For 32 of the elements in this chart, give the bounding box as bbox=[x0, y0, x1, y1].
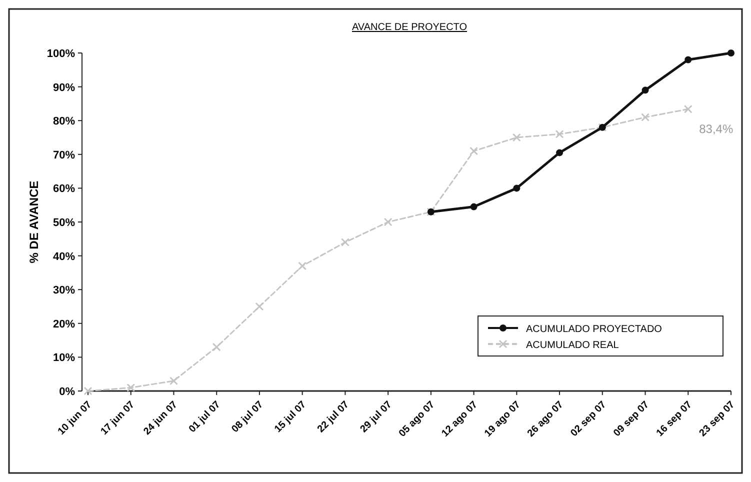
x-tick-label: 23 sep 07 bbox=[697, 399, 738, 439]
x-tick-label: 09 sep 07 bbox=[612, 399, 652, 439]
y-tick-label: 40% bbox=[52, 250, 76, 263]
legend-label: ACUMULADO REAL bbox=[526, 340, 620, 351]
x-tick-label: 22 jul 07 bbox=[316, 399, 352, 436]
y-tick-label: 0% bbox=[59, 386, 76, 398]
y-tick-label: 30% bbox=[52, 284, 76, 297]
x-tick-label: 10 jun 07 bbox=[56, 399, 94, 438]
y-tick-label: 100% bbox=[46, 48, 76, 60]
x-tick-label: 17 jun 07 bbox=[98, 399, 138, 438]
y-tick-label: 10% bbox=[52, 352, 76, 364]
y-axis-title: % DE AVANCE bbox=[27, 180, 41, 264]
y-tick-label: 90% bbox=[52, 82, 76, 94]
x-tick-label: 29 jul 07 bbox=[358, 399, 394, 436]
x-tick-label: 08 jul 07 bbox=[230, 399, 266, 436]
y-tick-label: 70% bbox=[52, 149, 76, 162]
x-tick-label: 19 ago 07 bbox=[482, 399, 524, 440]
x-tick-label: 16 sep 07 bbox=[654, 399, 695, 439]
x-tick-label: 26 ago 07 bbox=[526, 399, 566, 440]
x-tick-label: 01 jul 07 bbox=[187, 399, 224, 436]
x-tick-label: 12 ago 07 bbox=[440, 399, 480, 440]
x-tick-label: 24 jun 07 bbox=[142, 399, 180, 438]
y-tick-label: 80% bbox=[52, 116, 76, 128]
y-tick-label: 60% bbox=[52, 183, 76, 196]
chart-title: AVANCE DE PROYECTO bbox=[352, 22, 468, 33]
legend-label: ACUMULADO PROYECTADO bbox=[526, 324, 662, 335]
x-tick-label: 02 sep 07 bbox=[568, 399, 609, 439]
x-tick-label: 05 ago 07 bbox=[397, 399, 438, 440]
x-tick-label: 15 jul 07 bbox=[272, 399, 309, 436]
annotation: 83,4% bbox=[699, 122, 734, 136]
y-tick-label: 20% bbox=[52, 318, 76, 330]
y-tick-label: 50% bbox=[52, 217, 76, 229]
